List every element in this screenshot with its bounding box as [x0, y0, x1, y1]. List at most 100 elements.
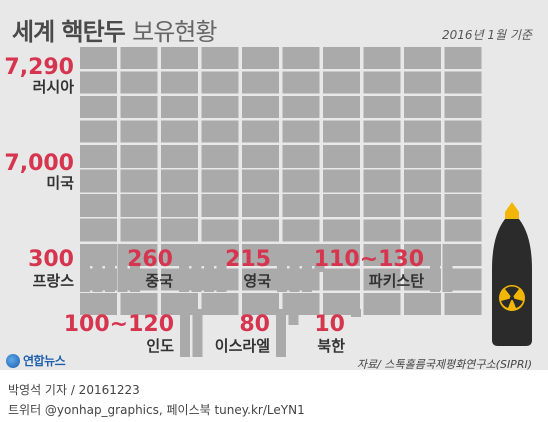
warhead-block — [161, 47, 198, 69]
warhead-group — [276, 309, 299, 357]
warhead-column — [216, 244, 227, 292]
warhead-block — [201, 293, 239, 315]
warhead-block — [363, 195, 401, 217]
warhead-block — [363, 47, 401, 69]
value-label: 300 — [28, 247, 74, 272]
warhead-column — [130, 244, 140, 292]
value-label: 7,290 — [4, 55, 74, 80]
title-bold: 세계 핵탄두 — [12, 18, 126, 46]
warhead-block — [363, 96, 401, 118]
warhead-block — [323, 219, 360, 242]
warhead-block — [404, 71, 441, 94]
warhead-block — [242, 120, 279, 143]
credit-line-1: 박영석 기자 / 20161223 — [8, 383, 140, 397]
warhead-block — [323, 96, 360, 118]
warhead-column — [179, 244, 189, 292]
warhead-column — [289, 244, 300, 292]
warhead-group — [430, 244, 465, 292]
radiation-blade — [501, 298, 512, 308]
value-label: 100~120 — [64, 312, 174, 337]
warhead-column — [314, 244, 325, 272]
warhead-block — [282, 71, 320, 94]
warhead-block — [323, 195, 360, 217]
warhead-block — [80, 293, 117, 315]
warhead-column — [191, 244, 202, 292]
warhead-block — [363, 71, 401, 94]
value-label: 260 — [127, 247, 173, 272]
warhead-block — [404, 96, 441, 118]
warhead-block — [323, 293, 360, 315]
warhead-block — [120, 96, 158, 118]
warhead-block — [161, 195, 198, 217]
warhead-block — [201, 47, 239, 69]
warhead-group — [277, 244, 325, 292]
warhead-column — [117, 244, 128, 292]
value-label: 7,000 — [4, 151, 74, 176]
warhead-block — [201, 96, 239, 118]
warhead-column — [80, 244, 90, 292]
warhead-block — [80, 195, 117, 217]
warhead-block — [161, 71, 198, 94]
warhead-block — [120, 293, 158, 315]
warhead-block — [363, 219, 401, 242]
warhead-block — [444, 47, 482, 69]
credit-line-2: 트위터 @yonhap_graphics, 페이스북 tuney.kr/LeYN… — [8, 403, 305, 417]
warhead-block — [444, 268, 482, 291]
warhead-column — [277, 244, 287, 292]
warhead-block — [161, 219, 198, 242]
warhead-grids — [80, 47, 482, 357]
warhead-block — [282, 146, 320, 168]
warhead-block — [161, 170, 198, 193]
warhead-block — [120, 170, 158, 193]
warhead-block — [80, 170, 117, 193]
warhead-block — [323, 170, 360, 193]
warhead-block — [80, 96, 117, 118]
warhead-block — [444, 170, 482, 193]
warhead-column — [276, 309, 286, 357]
warhead-group — [351, 309, 361, 317]
warhead-block — [444, 146, 482, 168]
warhead-block — [363, 170, 401, 193]
warhead-block — [242, 219, 279, 242]
warhead-block — [404, 120, 441, 143]
warhead-block — [404, 219, 441, 242]
credit: 박영석 기자 / 20161223 트위터 @yonhap_graphics, … — [8, 380, 305, 420]
warhead-block — [444, 71, 482, 94]
warhead-block — [120, 71, 158, 94]
country-label: 러시아 — [33, 78, 75, 96]
warhead-block — [444, 244, 482, 266]
warhead-block — [80, 146, 117, 168]
missile-tip-icon — [505, 202, 519, 212]
warhead-block — [80, 120, 117, 143]
warhead-column — [302, 244, 312, 292]
warhead-block — [120, 120, 158, 143]
warhead-column — [288, 309, 299, 325]
warhead-group — [179, 244, 239, 292]
country-label: 파키스탄 — [369, 272, 424, 290]
country-label: 인도 — [146, 337, 174, 355]
yonhap-logo: 연합뉴스 — [6, 352, 66, 369]
warhead-block — [363, 293, 401, 315]
warhead-block — [242, 293, 279, 315]
warhead-block — [201, 71, 239, 94]
value-label: 10 — [314, 312, 345, 337]
value-label: 215 — [225, 247, 271, 272]
warhead-block — [363, 268, 401, 291]
warhead-column — [192, 309, 203, 357]
country-label: 미국 — [46, 174, 74, 192]
warhead-column — [442, 244, 453, 292]
warhead-block — [363, 244, 401, 266]
warhead-block — [323, 268, 360, 291]
warhead-block — [242, 244, 279, 266]
warhead-block — [323, 120, 360, 143]
warhead-column — [92, 244, 103, 292]
warhead-column — [204, 244, 214, 292]
warhead-block — [80, 219, 117, 242]
date-basis: 2016년 1월 기준 — [442, 28, 532, 42]
warhead-block — [444, 219, 482, 242]
warhead-block — [404, 293, 441, 315]
warhead-block — [242, 47, 279, 69]
warhead-block — [242, 195, 279, 217]
warhead-block — [444, 195, 482, 217]
